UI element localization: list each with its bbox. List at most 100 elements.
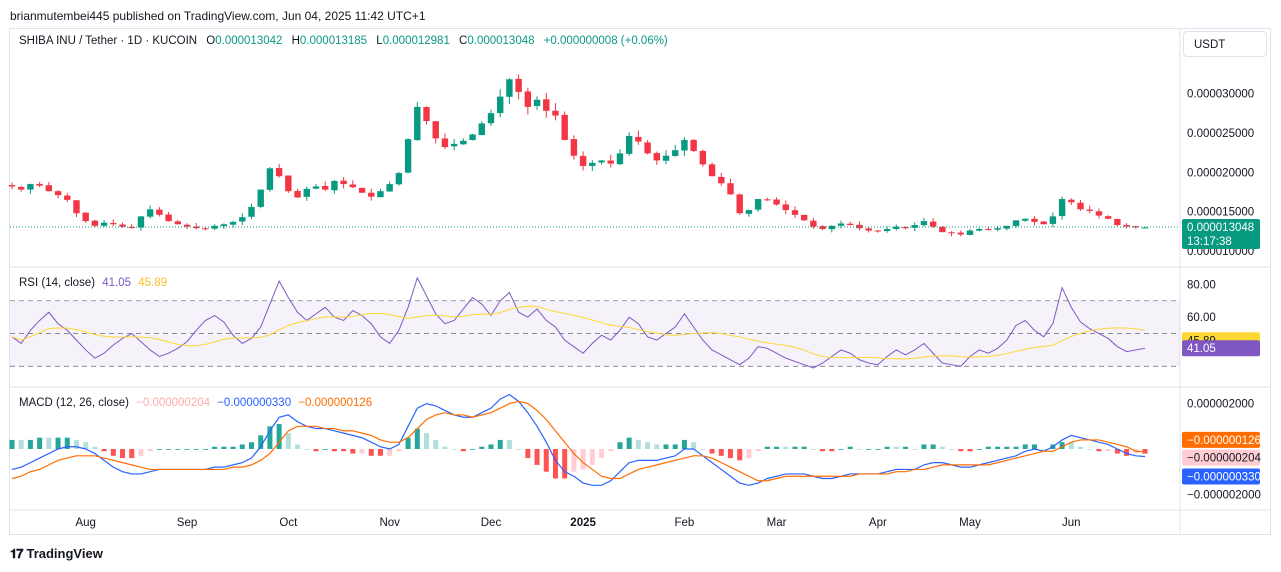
candle <box>837 223 845 226</box>
candle <box>939 226 946 233</box>
macd-histogram-bar <box>1068 442 1074 449</box>
candle <box>570 139 578 156</box>
macd-histogram-bar <box>1114 449 1120 454</box>
macd-histogram-bar <box>939 446 945 449</box>
macd-histogram-bar <box>700 449 706 450</box>
macd-histogram-bar <box>820 449 826 452</box>
candle <box>736 194 743 214</box>
macd-histogram-bar <box>608 449 614 452</box>
macd-histogram-bar <box>322 449 328 450</box>
candle <box>137 216 145 228</box>
candle <box>856 224 863 229</box>
rsi-legend-name: RSI (14, close) <box>19 277 96 289</box>
price-tick-label: 0.000020000 <box>1187 167 1254 179</box>
macd-histogram-bar <box>1022 444 1028 449</box>
candle <box>497 96 504 114</box>
last-price-tag-text: 0.000013048 <box>1187 222 1254 234</box>
macd-histogram-bar <box>405 437 411 449</box>
macd-histogram-bar <box>893 446 899 449</box>
tradingview-logo[interactable]: 𝟏𝟕 TradingView <box>10 546 103 562</box>
candle <box>902 227 909 229</box>
candle <box>1022 218 1029 221</box>
time-axis-label: Mar <box>767 517 787 529</box>
candle <box>1123 225 1130 227</box>
candle <box>119 224 126 227</box>
macd-histogram-bar <box>516 449 522 450</box>
price-tick-label: 0.000025000 <box>1187 128 1254 140</box>
time-axis-label: Apr <box>869 517 887 529</box>
rsi-line <box>11 276 1146 369</box>
candle <box>450 143 458 147</box>
candle <box>257 189 264 207</box>
macd-histogram-bar <box>1105 449 1111 452</box>
low-label: L <box>376 35 383 47</box>
macd-histogram-bar <box>83 442 89 449</box>
macd-hist-legend-value: −0.000000204 <box>136 397 211 409</box>
candle <box>340 180 347 185</box>
rsi-value-tag-text: 41.05 <box>1187 343 1216 355</box>
macd-histogram-bar <box>9 439 15 449</box>
candle <box>929 221 937 227</box>
macd-histogram-bar <box>396 449 402 452</box>
rsi-value-tag-bg <box>1182 340 1260 357</box>
macd-histogram-bar <box>672 444 678 449</box>
macd-legend-name: MACD (12, 26, close) <box>19 397 129 409</box>
time-axis-label: Oct <box>279 517 298 529</box>
symbol-title: SHIBA INU / Tether · 1D · KUCOIN <box>19 35 198 47</box>
macd-histogram-bar <box>543 449 549 472</box>
candle <box>533 99 541 106</box>
macd-histogram-bar <box>580 449 586 470</box>
macd-histogram-bar <box>967 449 973 452</box>
macd-histogram-bar <box>488 444 494 449</box>
macd-tick-label: 0.000002000 <box>1187 399 1254 411</box>
time-axis-label: Dec <box>481 517 502 529</box>
candle <box>386 184 393 192</box>
macd-histogram-bar <box>313 449 319 452</box>
candle <box>745 210 753 214</box>
candle <box>303 188 310 197</box>
macd-histogram-bar <box>506 439 512 449</box>
candle <box>91 220 99 226</box>
candle <box>73 200 80 214</box>
macd-histogram-bar <box>525 449 531 459</box>
macd-histogram-bar <box>589 449 595 465</box>
candle <box>1031 218 1038 222</box>
rsi-legend-value: 41.05 <box>102 277 132 289</box>
macd-histogram-bar <box>810 449 816 450</box>
candle <box>672 150 679 156</box>
macd-histogram-bar <box>599 449 605 459</box>
candle <box>754 199 762 210</box>
rsi-tick-label: 60.00 <box>1187 312 1216 324</box>
macd-histogram-bar <box>727 449 733 459</box>
time-axis-label: Sep <box>177 517 197 529</box>
macd-histogram-bar <box>156 449 162 450</box>
macd-histogram-bar <box>460 449 466 452</box>
currency-button[interactable]: USDT <box>1183 31 1267 57</box>
candle <box>985 228 992 230</box>
candle <box>82 212 89 222</box>
candle <box>294 191 301 198</box>
macd-histogram-bar <box>350 449 356 454</box>
macd-histogram-bar <box>718 449 724 456</box>
macd-histogram-bar <box>626 437 632 449</box>
macd-histogram-bar <box>746 449 752 459</box>
macd-histogram-bar <box>92 446 98 449</box>
candle <box>1040 221 1047 225</box>
candle <box>460 140 467 145</box>
candle <box>920 221 928 226</box>
macd-histogram-bar <box>451 449 457 450</box>
macd-hist-tag-text: −0.000000204 <box>1187 453 1261 465</box>
macd-histogram-bar <box>985 446 991 449</box>
high-label: H <box>291 35 300 47</box>
candle <box>699 151 707 165</box>
candle <box>819 226 826 229</box>
change-value: +0.000000008 (+0.06%) <box>543 35 668 47</box>
macd-histogram-bar <box>110 449 116 456</box>
macd-histogram-bar <box>239 444 245 449</box>
close-label: C <box>459 35 468 47</box>
macd-histogram-bar <box>921 444 927 449</box>
candle <box>506 79 513 97</box>
candle <box>110 223 117 225</box>
macd-histogram-bar <box>331 449 337 452</box>
